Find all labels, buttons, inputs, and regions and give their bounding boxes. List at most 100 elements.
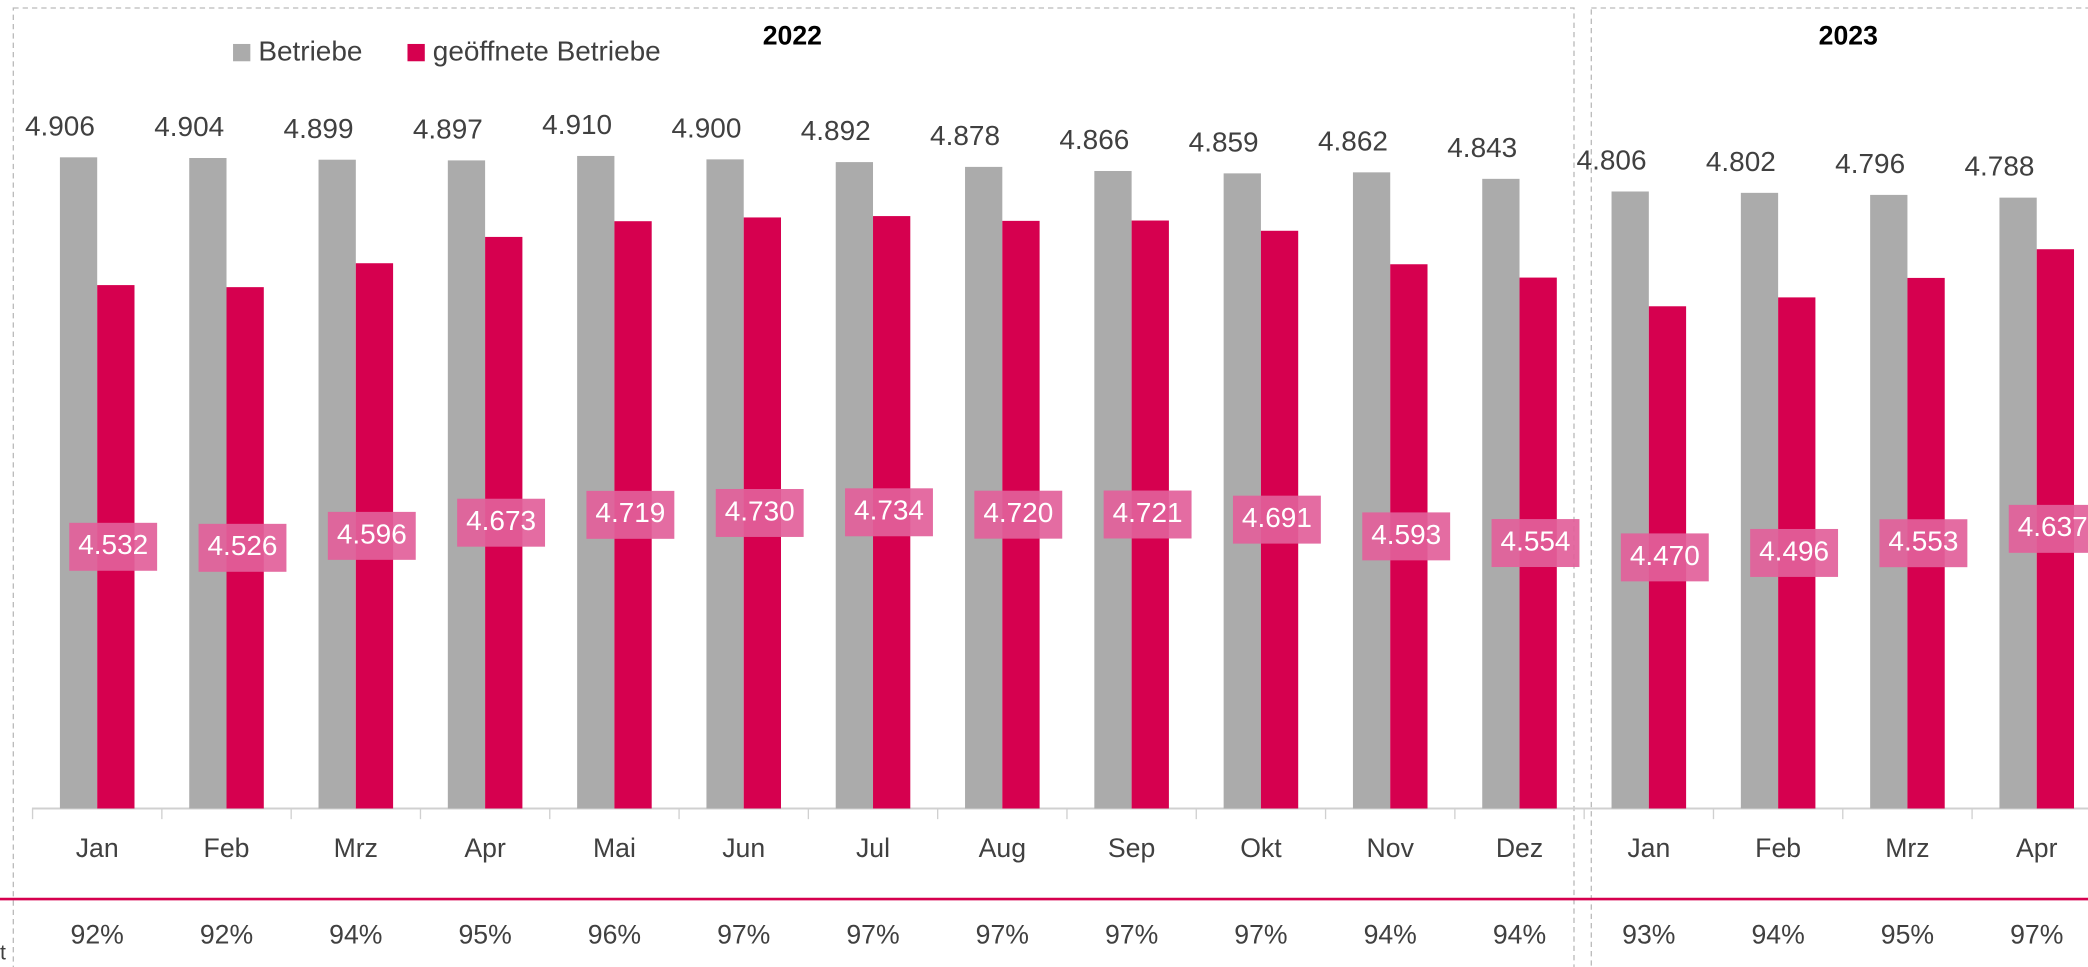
- bar: [965, 166, 1003, 809]
- share-label: 97%: [846, 919, 899, 949]
- bar: [1999, 197, 2037, 809]
- bar: [706, 159, 744, 809]
- data-label-box: [974, 490, 1063, 539]
- data-label: 4.806: [1577, 145, 1647, 176]
- data-label-box: [69, 522, 158, 571]
- data-label: 4.596: [337, 518, 407, 549]
- share-label: 92%: [71, 919, 124, 949]
- bar: [577, 155, 615, 809]
- bar: [1611, 191, 1649, 809]
- x-tick-label: Mrz: [334, 833, 378, 863]
- legend-swatch: [233, 43, 251, 62]
- data-label: 4.734: [854, 495, 924, 526]
- share-label: 97%: [976, 919, 1029, 949]
- share-label: 95%: [1881, 919, 1934, 949]
- data-label: 4.496: [1759, 535, 1829, 566]
- share-label: 94%: [329, 919, 382, 949]
- data-label: 4.637: [2018, 511, 2088, 542]
- data-label: 4.719: [595, 497, 665, 528]
- x-tick-label: Nov: [1367, 833, 1415, 863]
- data-label: 4.526: [208, 530, 278, 561]
- x-tick-label: Dez: [1496, 833, 1543, 863]
- bar: [1740, 192, 1779, 809]
- group-frame: [12, 7, 1575, 967]
- data-label: 4.470: [1630, 540, 1700, 571]
- share-label: 93%: [1622, 919, 1675, 949]
- data-label-box: [1750, 528, 1839, 577]
- bar: [1094, 170, 1132, 809]
- data-label-box: [1620, 533, 1709, 582]
- group-title: 2023: [1819, 20, 1878, 50]
- data-label: 4.720: [983, 497, 1053, 528]
- data-label: 4.593: [1371, 519, 1441, 550]
- data-label: 4.553: [1888, 526, 1958, 557]
- data-label: 4.788: [1964, 151, 2034, 182]
- data-label: 4.866: [1059, 124, 1129, 155]
- data-label-box: [1362, 512, 1451, 561]
- data-label-box: [715, 488, 804, 537]
- data-label: 4.906: [25, 110, 95, 141]
- x-tick-label: Okt: [1240, 833, 1282, 863]
- legend-swatch: [407, 43, 425, 62]
- bar: [1482, 178, 1520, 809]
- data-label: 4.691: [1242, 502, 1312, 533]
- legend-label: geöffnete Betriebe: [433, 36, 661, 67]
- bar: [1870, 194, 1908, 809]
- footnote: t: [0, 940, 6, 964]
- data-label: 4.673: [466, 505, 536, 536]
- bar: [1223, 173, 1261, 809]
- bar: [189, 158, 227, 809]
- data-label-box: [1103, 490, 1192, 539]
- data-label-box: [845, 488, 933, 537]
- x-tick-label: Jun: [722, 833, 765, 863]
- x-tick-label: Feb: [1755, 833, 1801, 863]
- share-label: 97%: [2010, 919, 2063, 949]
- x-tick-label: Aug: [979, 833, 1026, 863]
- data-label: 4.730: [725, 495, 795, 526]
- data-label-box: [2008, 504, 2088, 553]
- x-tick-label: Apr: [2016, 833, 2058, 863]
- data-label-box: [457, 498, 546, 547]
- data-label: 4.862: [1318, 125, 1388, 156]
- data-label-box: [586, 490, 675, 539]
- data-label-box: [327, 511, 416, 560]
- share-label: 97%: [717, 919, 770, 949]
- x-tick-label: Mrz: [1885, 833, 1929, 863]
- share-label: 97%: [1234, 919, 1287, 949]
- x-tick-label: Apr: [464, 833, 506, 863]
- data-label: 4.878: [930, 120, 1000, 151]
- group-frame: [1590, 7, 2088, 967]
- data-label: 4.721: [1113, 497, 1183, 528]
- bar: [1352, 172, 1391, 809]
- x-tick-label: Feb: [204, 833, 250, 863]
- data-label: 4.897: [413, 113, 483, 144]
- share-label: 92%: [200, 919, 253, 949]
- x-tick-label: Mai: [593, 833, 636, 863]
- data-label-box: [1232, 495, 1321, 544]
- bar: [318, 159, 356, 809]
- data-label: 4.910: [542, 109, 612, 140]
- data-label: 4.900: [671, 112, 741, 143]
- bar: [447, 160, 486, 809]
- x-tick-label: Sep: [1108, 833, 1155, 863]
- data-label: 4.892: [801, 115, 871, 146]
- group-title: 2022: [763, 20, 822, 50]
- data-label: 4.554: [1501, 525, 1571, 556]
- data-label-box: [1879, 519, 1968, 568]
- share-label: 97%: [1105, 919, 1158, 949]
- share-label: 94%: [1493, 919, 1546, 949]
- data-label: 4.859: [1189, 126, 1259, 157]
- x-tick-label: Jan: [76, 833, 119, 863]
- share-label: 94%: [1751, 919, 1804, 949]
- x-tick-label: Jul: [856, 833, 890, 863]
- x-tick-label: Jan: [1627, 833, 1670, 863]
- legend-label: Betriebe: [258, 36, 362, 67]
- data-label: 4.796: [1835, 148, 1905, 179]
- share-label: 95%: [458, 919, 511, 949]
- data-label: 4.802: [1706, 146, 1776, 177]
- data-label: 4.532: [78, 529, 148, 560]
- data-label: 4.904: [154, 111, 224, 142]
- bar: [59, 157, 98, 809]
